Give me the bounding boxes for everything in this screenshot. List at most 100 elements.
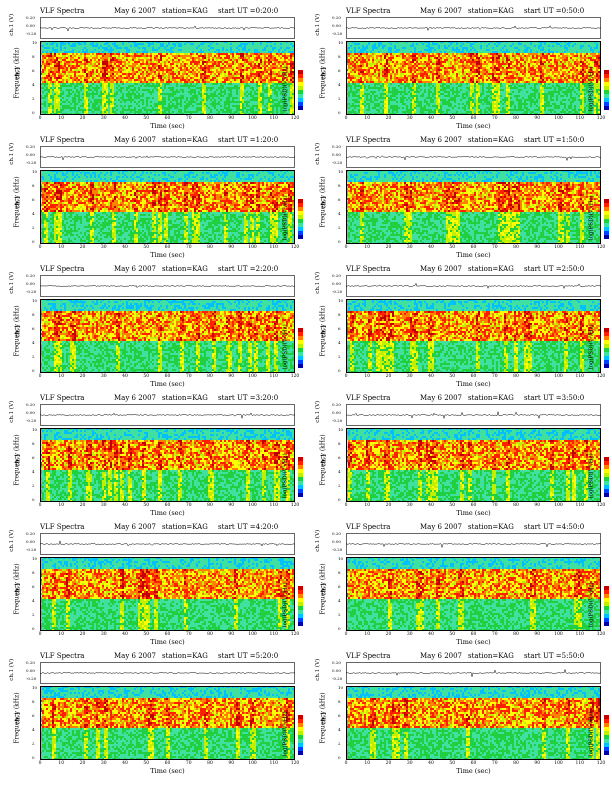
time-tick-label: 110: [575, 761, 584, 767]
frequency-tick-label: 10: [338, 428, 343, 432]
frequency-tick-label: 6: [338, 69, 341, 73]
colorbar: [298, 715, 303, 755]
frequency-tick-label: 0: [338, 111, 341, 115]
waveform-tick-label: 0.20: [332, 532, 341, 536]
time-tick-label: 60: [165, 761, 171, 767]
panel-date: May 6 2007: [114, 266, 156, 273]
time-tick-label: 20: [80, 503, 86, 509]
waveform-tick-label: 0.00: [332, 669, 341, 673]
waveform-tick-label: 0.00: [332, 153, 341, 157]
frequency-tick-label: 10: [32, 428, 37, 432]
waveform-plot: [40, 275, 295, 297]
panel-start-time: start UT =2:50:0: [524, 266, 584, 273]
spectrogram-ylabel: Frequency (kHz): [320, 47, 327, 98]
frequency-tick-label: 6: [32, 69, 35, 73]
frequency-tick-label: 2: [338, 484, 341, 488]
frequency-tick-label: 10: [32, 41, 37, 45]
time-tick-label: 100: [554, 632, 563, 638]
time-tick-label: 70: [186, 245, 192, 251]
time-tick-label: 80: [513, 116, 519, 122]
time-tick-label: 70: [492, 503, 498, 509]
time-axis-label: Time (sec): [150, 381, 184, 388]
colorbar-label: log(PSD)(V²/Hz): [589, 195, 596, 240]
frequency-tick-label: 2: [32, 613, 35, 617]
panel-station: station=KAG: [468, 266, 514, 273]
time-tick-label: 110: [269, 245, 278, 251]
panel-date: May 6 2007: [114, 653, 156, 660]
time-tick-label: 40: [122, 761, 128, 767]
time-axis-label: Time (sec): [150, 123, 184, 130]
time-tick-label: 40: [122, 116, 128, 122]
time-tick-label: 20: [386, 245, 392, 251]
waveform-plot: [346, 146, 601, 168]
time-tick-label: 10: [58, 374, 64, 380]
time-tick-label: 10: [364, 761, 370, 767]
time-tick-label: 30: [101, 761, 107, 767]
frequency-tick-label: 6: [338, 456, 341, 460]
colorbar: [604, 457, 609, 497]
spectrogram-panel: VLF Spectra May 6 2007 station=KAG start UT…: [315, 8, 610, 136]
panel-start-time: start UT =2:20:0: [218, 266, 278, 273]
colorbar: [604, 715, 609, 755]
time-tick-label: 120: [291, 761, 300, 767]
waveform-tick-label: -0.20: [332, 161, 342, 165]
time-tick-label: 50: [449, 503, 455, 509]
panel-start-time: start UT =0:20:0: [218, 8, 278, 15]
time-tick-label: 80: [513, 503, 519, 509]
waveform-tick-label: 0.00: [26, 669, 35, 673]
time-tick-label: 100: [554, 116, 563, 122]
waveform-tick-label: 0.20: [26, 16, 35, 20]
spectrogram-heatmap: [40, 686, 295, 760]
time-tick-label: 10: [364, 245, 370, 251]
frequency-tick-label: 0: [32, 627, 35, 631]
waveform-ylabel: ch.1 (V): [9, 143, 16, 165]
time-tick-label: 10: [58, 632, 64, 638]
time-tick-label: 100: [554, 245, 563, 251]
time-tick-label: 0: [345, 245, 348, 251]
frequency-tick-label: 0: [32, 369, 35, 373]
time-tick-label: 40: [122, 503, 128, 509]
frequency-tick-label: 2: [338, 226, 341, 230]
frequency-tick-label: 8: [32, 313, 35, 317]
panel-date: May 6 2007: [420, 653, 462, 660]
waveform-tick-label: 0.00: [26, 24, 35, 28]
frequency-tick-label: 2: [32, 484, 35, 488]
time-tick-label: 120: [291, 116, 300, 122]
time-tick-label: 10: [364, 503, 370, 509]
panel-title-label: VLF Spectra: [346, 137, 390, 144]
time-tick-label: 120: [291, 245, 300, 251]
frequency-tick-label: 10: [338, 686, 343, 690]
colorbar: [604, 199, 609, 239]
time-tick-label: 50: [143, 245, 149, 251]
waveform-ylabel: ch.1 (V): [9, 659, 16, 681]
waveform-ylabel: ch.1 (V): [315, 530, 322, 552]
time-tick-label: 60: [165, 245, 171, 251]
time-tick-label: 90: [228, 116, 234, 122]
time-tick-label: 70: [492, 374, 498, 380]
panel-start-time: start UT =1:50:0: [524, 137, 584, 144]
time-tick-label: 60: [165, 116, 171, 122]
time-tick-label: 70: [492, 116, 498, 122]
colorbar: [298, 70, 303, 110]
waveform-tick-label: -0.20: [26, 161, 36, 165]
time-tick-label: 50: [143, 503, 149, 509]
time-tick-label: 0: [39, 503, 42, 509]
time-tick-label: 0: [39, 632, 42, 638]
time-tick-label: 90: [534, 245, 540, 251]
waveform-tick-label: 0.00: [332, 24, 341, 28]
time-tick-label: 90: [534, 374, 540, 380]
time-tick-label: 110: [575, 503, 584, 509]
time-tick-label: 40: [428, 374, 434, 380]
frequency-tick-label: 8: [338, 571, 341, 575]
time-tick-label: 110: [575, 632, 584, 638]
colorbar-label: log(PSD)(V²/Hz): [589, 711, 596, 756]
frequency-tick-label: 8: [32, 184, 35, 188]
panel-station: station=KAG: [162, 8, 208, 15]
panel-title-label: VLF Spectra: [346, 8, 390, 15]
time-tick-label: 90: [228, 245, 234, 251]
frequency-tick-label: 0: [32, 756, 35, 760]
time-tick-label: 10: [58, 116, 64, 122]
frequency-tick-label: 0: [338, 498, 341, 502]
time-tick-label: 30: [407, 632, 413, 638]
frequency-tick-label: 8: [338, 442, 341, 446]
